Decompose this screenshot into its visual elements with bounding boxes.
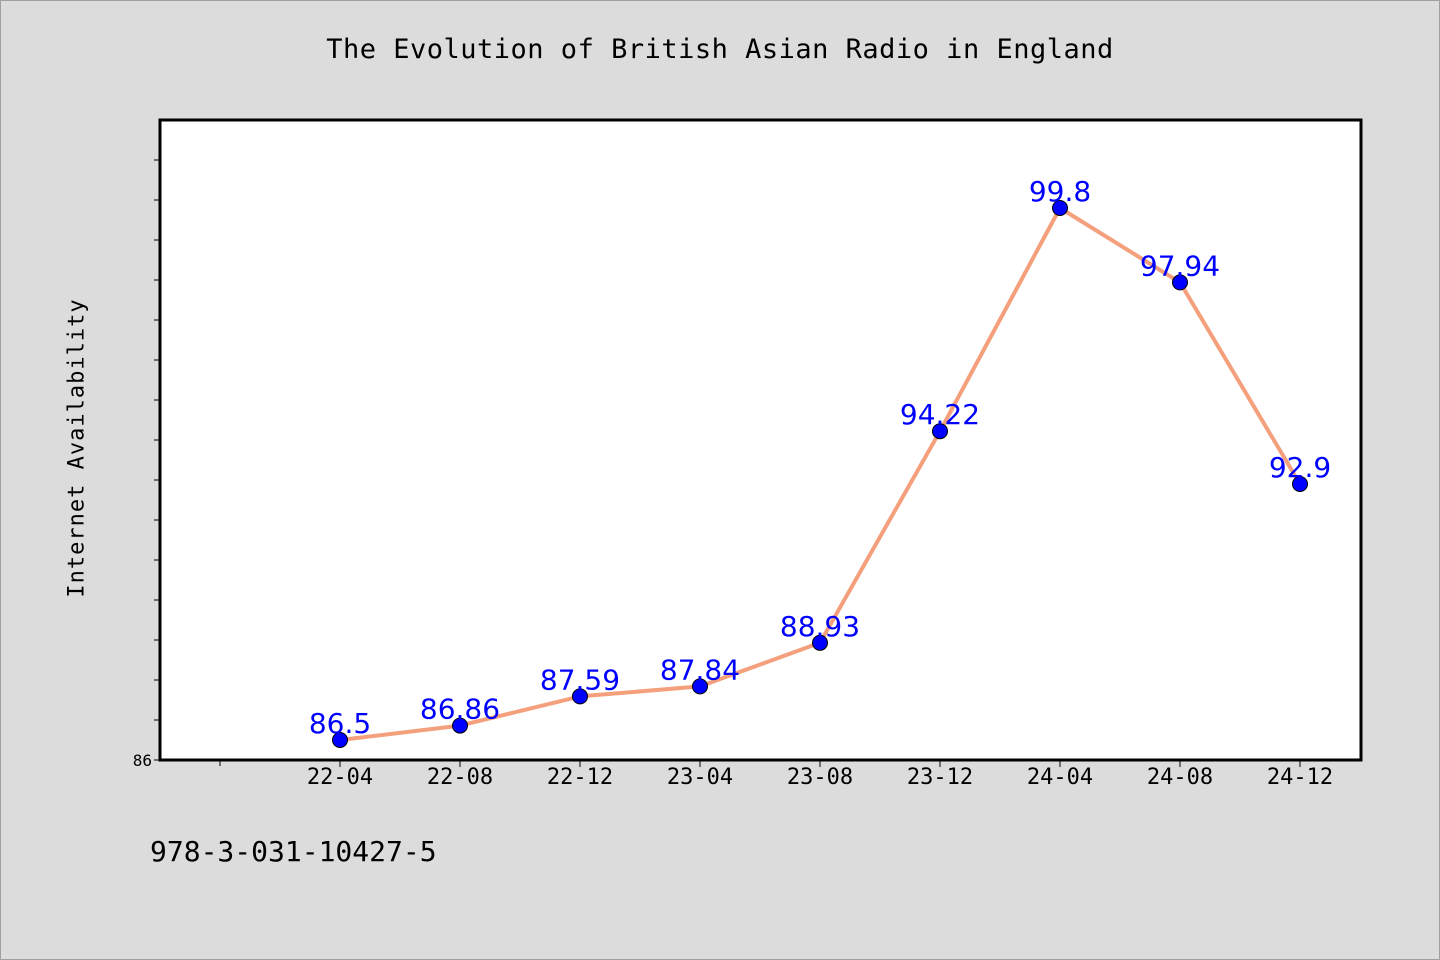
x-tick-label: 24-04 xyxy=(1027,765,1093,790)
data-point xyxy=(332,732,348,748)
data-point xyxy=(572,688,588,705)
plot-area xyxy=(158,118,1363,762)
data-label: 94.22 xyxy=(900,398,980,431)
chart-title: The Evolution of British Asian Radio in … xyxy=(326,34,1114,65)
x-tick-label: 23-08 xyxy=(787,765,853,790)
x-tick-label: 23-04 xyxy=(667,765,733,790)
y-tick-label: 86 xyxy=(133,751,152,770)
x-tick-label: 22-04 xyxy=(307,765,373,790)
data-label: 97.94 xyxy=(1140,249,1220,282)
data-label: 88.93 xyxy=(780,610,860,643)
x-tick-label: 24-12 xyxy=(1267,765,1333,790)
y-axis-ticks: 86 xyxy=(133,159,160,770)
x-axis-ticks: 22-04 22-08 22-12 23-04 23-08 23-12 24-04 24-08… xyxy=(219,760,1333,790)
x-tick-label: 23-12 xyxy=(907,765,973,790)
data-point xyxy=(1172,274,1188,291)
data-label: 87.59 xyxy=(540,663,620,696)
x-tick-label: 22-08 xyxy=(427,765,493,790)
data-label: 92.9 xyxy=(1269,451,1331,484)
footnote-isbn: 978-3-031-10427-5 xyxy=(150,835,437,868)
data-labels: 86.5 86.86 87.59 87.84 88.93 94.22 99.8 97.94 92… xyxy=(309,175,1331,740)
x-tick-label: 22-12 xyxy=(547,765,613,790)
data-point xyxy=(932,423,948,440)
data-point xyxy=(812,634,828,651)
data-label: 87.84 xyxy=(660,653,740,686)
data-points xyxy=(332,200,1308,748)
data-point xyxy=(1292,476,1308,492)
data-point xyxy=(1052,200,1068,216)
x-tick-label: 24-08 xyxy=(1147,765,1213,790)
data-label: 99.8 xyxy=(1029,175,1091,208)
data-label: 86.5 xyxy=(309,707,371,740)
data-point xyxy=(692,678,708,695)
data-point xyxy=(452,717,468,734)
data-label: 86.86 xyxy=(420,693,500,726)
